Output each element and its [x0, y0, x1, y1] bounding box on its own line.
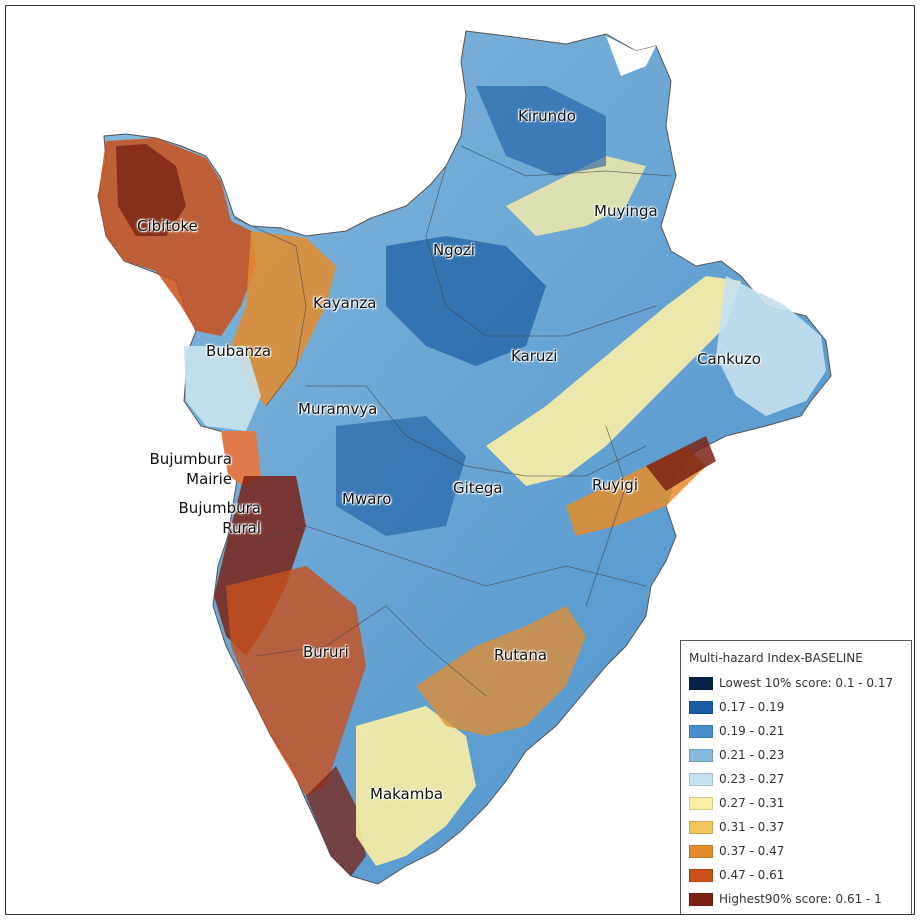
region-label-gitega: Gitega [453, 479, 503, 497]
legend-item-label: Lowest 10% score: 0.1 - 0.17 [719, 676, 894, 690]
region-label-kirundo: Kirundo [518, 107, 576, 125]
legend-item-label: 0.47 - 0.61 [719, 868, 785, 882]
map-canvas [97, 30, 832, 885]
legend-item: 0.17 - 0.19 [689, 695, 903, 719]
legend-item: 0.23 - 0.27 [689, 767, 903, 791]
legend-swatch [689, 676, 713, 690]
region-label-makamba: Makamba [370, 785, 444, 803]
legend-item: Lowest 10% score: 0.1 - 0.17 [689, 671, 903, 695]
legend-item-label: 0.17 - 0.19 [719, 700, 785, 714]
legend-item: 0.47 - 0.61 [689, 863, 903, 887]
province-borders [233, 145, 672, 697]
legend-item: Highest90% score: 0.61 - 1 [689, 887, 903, 911]
legend-swatch [689, 700, 713, 714]
legend-item: 0.31 - 0.37 [689, 815, 903, 839]
legend-item: 0.37 - 0.47 [689, 839, 903, 863]
legend-item: 0.19 - 0.21 [689, 719, 903, 743]
region-label-karuzi: Karuzi [511, 347, 558, 365]
legend-swatch [689, 844, 713, 858]
legend-swatch [689, 772, 713, 786]
legend-item-label: 0.31 - 0.37 [719, 820, 785, 834]
legend-item-label: 0.37 - 0.47 [719, 844, 785, 858]
legend-item-label: 0.23 - 0.27 [719, 772, 785, 786]
region-label-rutana: Rutana [494, 646, 548, 664]
region-label-mwaro: Mwaro [342, 490, 392, 508]
legend-swatch [689, 724, 713, 738]
region-label-ruyigi: Ruyigi [592, 476, 638, 494]
legend-title: Multi-hazard Index-BASELINE [689, 651, 863, 665]
map-legend: Multi-hazard Index-BASELINE Lowest 10% s… [680, 640, 912, 914]
region-label-cankuzo: Cankuzo [697, 350, 761, 368]
legend-swatch [689, 748, 713, 762]
region-label-cibitoke: Cibitoke [137, 217, 198, 235]
legend-item: 0.27 - 0.31 [689, 791, 903, 815]
legend-swatch [689, 796, 713, 810]
region-label-bujumbura-mairie: Bujumbura Mairie [149, 450, 232, 488]
legend-item-label: 0.27 - 0.31 [719, 796, 785, 810]
legend-swatch [689, 868, 713, 882]
legend-item-label: Highest90% score: 0.61 - 1 [719, 892, 882, 906]
legend-item-label: 0.21 - 0.23 [719, 748, 785, 762]
legend-swatch [689, 820, 713, 834]
region-label-muyinga: Muyinga [594, 202, 658, 220]
legend-item: 0.21 - 0.23 [689, 743, 903, 767]
hazard-zones [98, 36, 826, 876]
region-label-bururi: Bururi [303, 643, 349, 661]
region-label-bujumbura-rural: Bujumbura Rural [178, 499, 261, 537]
map-frame: Kirundo Muyinga Ngozi Cibitoke Kayanza B… [5, 5, 915, 915]
region-label-bubanza: Bubanza [206, 342, 272, 360]
legend-swatch [689, 892, 713, 906]
legend-item-label: 0.19 - 0.21 [719, 724, 785, 738]
region-label-ngozi: Ngozi [433, 241, 475, 259]
region-label-muramvya: Muramvya [298, 400, 378, 418]
region-label-kayanza: Kayanza [313, 294, 377, 312]
